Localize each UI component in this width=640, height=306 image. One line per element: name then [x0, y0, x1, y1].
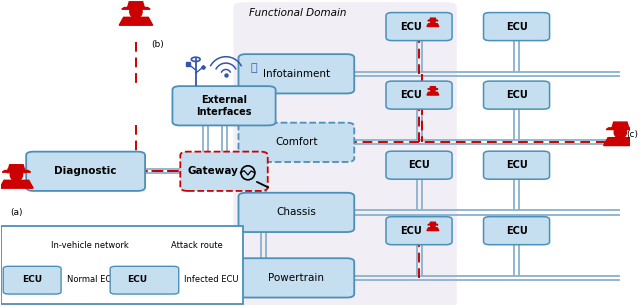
Text: (a): (a): [10, 208, 22, 217]
Polygon shape: [612, 122, 628, 128]
FancyBboxPatch shape: [1, 226, 243, 304]
Polygon shape: [430, 222, 436, 224]
Text: Powertrain: Powertrain: [268, 273, 324, 283]
Text: Infotainment: Infotainment: [263, 69, 330, 79]
Ellipse shape: [130, 6, 142, 18]
Polygon shape: [155, 277, 167, 280]
FancyBboxPatch shape: [239, 193, 355, 232]
Polygon shape: [428, 20, 438, 21]
Text: In-vehicle network: In-vehicle network: [51, 241, 129, 250]
Text: ECU: ECU: [506, 160, 527, 170]
Polygon shape: [427, 24, 439, 27]
Polygon shape: [0, 180, 33, 188]
Text: Diagnostic: Diagnostic: [54, 166, 117, 176]
Text: Normal ECU: Normal ECU: [67, 275, 117, 284]
Text: ECU: ECU: [506, 90, 527, 100]
FancyBboxPatch shape: [386, 151, 452, 179]
Text: Infected ECU: Infected ECU: [184, 275, 239, 284]
Text: ECU: ECU: [506, 22, 527, 32]
FancyBboxPatch shape: [484, 151, 550, 179]
Text: ECU: ECU: [22, 275, 42, 284]
Text: ECU: ECU: [506, 226, 527, 236]
FancyBboxPatch shape: [26, 152, 145, 191]
Text: ECU: ECU: [401, 90, 422, 100]
Polygon shape: [427, 228, 439, 231]
Text: Comfort: Comfort: [275, 137, 317, 147]
Ellipse shape: [10, 169, 22, 181]
Polygon shape: [428, 224, 438, 225]
Ellipse shape: [431, 20, 435, 24]
Polygon shape: [430, 18, 436, 20]
Polygon shape: [122, 8, 150, 9]
FancyBboxPatch shape: [484, 217, 550, 245]
Polygon shape: [604, 138, 637, 146]
Polygon shape: [127, 2, 144, 8]
Text: (b): (b): [152, 40, 164, 49]
Ellipse shape: [431, 88, 435, 92]
FancyBboxPatch shape: [386, 81, 452, 109]
Polygon shape: [8, 165, 25, 170]
Text: ECU: ECU: [401, 226, 422, 236]
Polygon shape: [430, 87, 436, 89]
FancyBboxPatch shape: [110, 266, 179, 294]
FancyBboxPatch shape: [386, 13, 452, 41]
FancyBboxPatch shape: [386, 217, 452, 245]
Text: Functional Domain: Functional Domain: [249, 8, 346, 18]
Text: 📡: 📡: [251, 63, 257, 73]
Polygon shape: [606, 128, 635, 129]
Ellipse shape: [159, 273, 163, 277]
FancyBboxPatch shape: [484, 13, 550, 41]
FancyBboxPatch shape: [172, 86, 276, 125]
Polygon shape: [119, 17, 153, 25]
Text: Chassis: Chassis: [276, 207, 316, 217]
Text: ECU: ECU: [408, 160, 430, 170]
Ellipse shape: [431, 224, 435, 228]
Text: Gateway: Gateway: [188, 166, 238, 176]
FancyBboxPatch shape: [180, 152, 268, 191]
Text: ECU: ECU: [401, 22, 422, 32]
Text: External
Interfaces: External Interfaces: [196, 95, 252, 117]
Text: (c): (c): [627, 130, 639, 139]
FancyBboxPatch shape: [484, 81, 550, 109]
Polygon shape: [2, 170, 31, 172]
FancyBboxPatch shape: [239, 54, 355, 93]
Polygon shape: [427, 92, 439, 95]
Ellipse shape: [614, 126, 627, 138]
FancyBboxPatch shape: [239, 258, 355, 297]
Text: ECU: ECU: [127, 275, 147, 284]
Polygon shape: [158, 271, 164, 274]
FancyBboxPatch shape: [3, 266, 61, 294]
FancyBboxPatch shape: [239, 123, 355, 162]
Text: Attack route: Attack route: [170, 241, 222, 250]
FancyBboxPatch shape: [234, 2, 457, 306]
